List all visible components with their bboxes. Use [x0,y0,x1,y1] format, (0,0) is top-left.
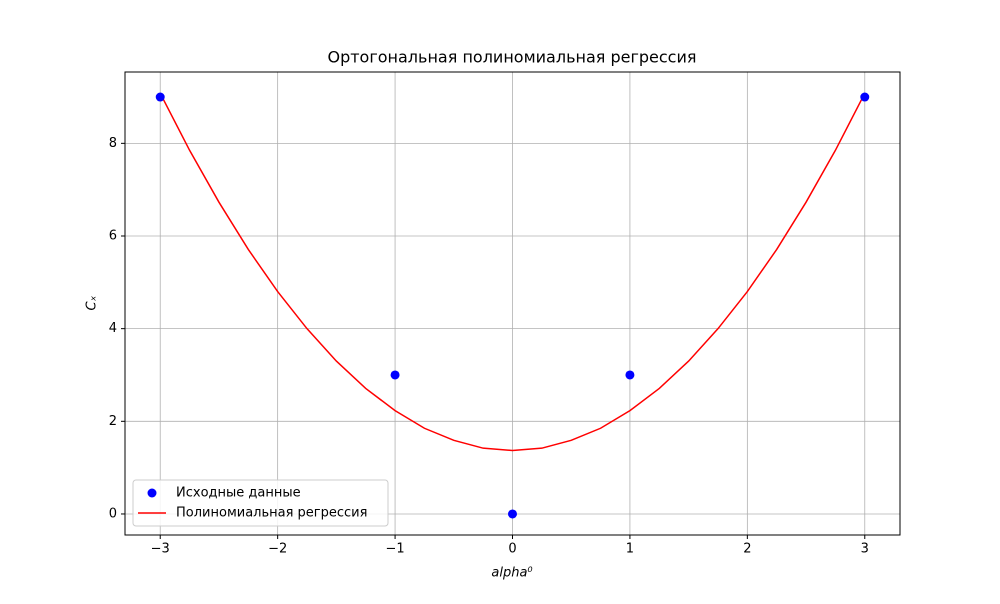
x-tick-label: 2 [743,542,751,557]
plot-frame [124,71,901,536]
y-tick-label: 0 [109,506,117,521]
legend-marker [147,488,157,498]
x-tick-label: 3 [861,542,869,557]
data-point [155,92,165,102]
x-axis-label: alpha⁰ [491,566,533,581]
x-tick-label: −3 [151,542,170,557]
y-axis-label: Cₓ [85,295,100,310]
legend-label: Полиномиальная регрессия [176,506,367,521]
legend-box [132,479,389,527]
data-point [860,92,870,102]
x-tick-label: 0 [508,542,516,557]
legend-label: Исходные данные [176,486,301,501]
y-tick-label: 8 [109,136,117,151]
x-tick-label: −1 [385,542,404,557]
x-tick-label: −2 [268,542,287,557]
data-point [390,370,400,380]
x-tick-label: 1 [626,542,634,557]
y-tick-label: 6 [109,229,117,244]
data-point [625,370,635,380]
data-point [508,509,517,519]
regression-line [159,92,866,452]
y-tick-label: 4 [109,321,117,336]
y-tick-label: 2 [109,414,117,429]
chart-title: Ортогональная полиномиальная регрессия [327,48,696,67]
